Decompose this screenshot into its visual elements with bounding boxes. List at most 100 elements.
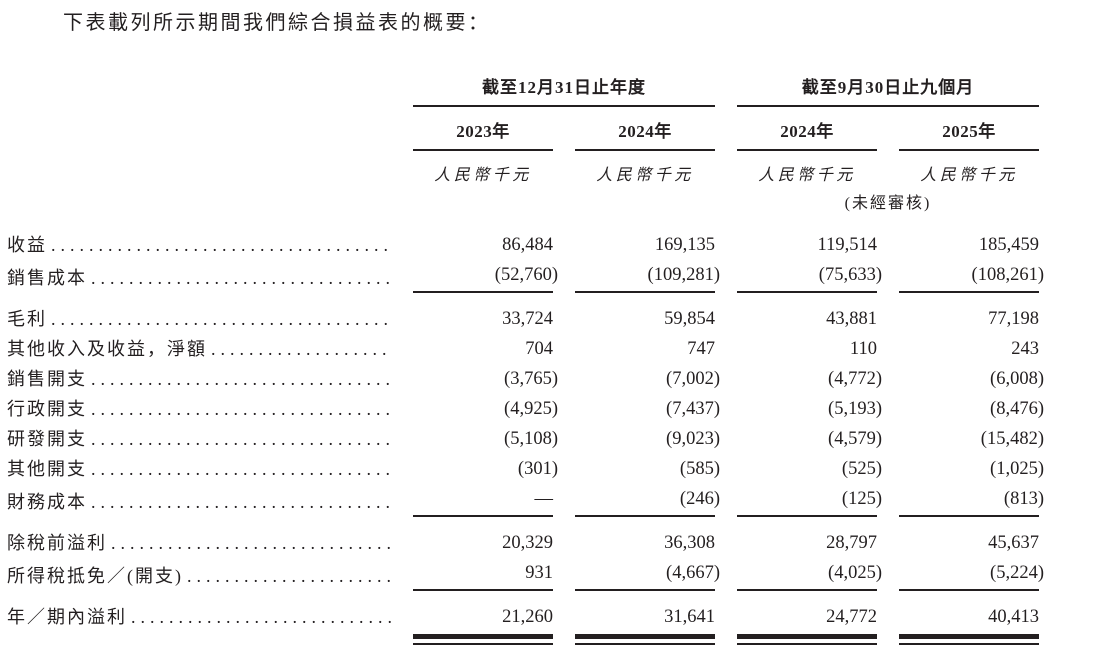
cell-value: (52,760) [413,260,558,293]
row-label-text: 毛利 [7,309,47,329]
double-rule-segment [899,634,1039,645]
cell-value-text: (125) [841,489,882,509]
cell-value: (4,667) [575,558,720,591]
cell-value: (3,765) [413,364,558,394]
row-label: 研發開支....................................… [7,424,391,454]
cell-value-text: (5,224) [990,563,1044,583]
cell-value: (109,281) [575,260,720,293]
cell-value: 185,459 [899,230,1039,260]
cell-value-text: (1,025) [990,459,1044,479]
table-row: 年／期內溢利..................................… [7,602,1039,632]
row-label: 其他開支....................................… [7,454,391,484]
column-group-year-ended-dec31: 截至12月31日止年度 [413,76,715,107]
dot-leader: ........................................… [91,399,391,419]
cell-value: (4,579) [737,424,882,454]
cell-value-text: (301) [517,459,558,479]
cell-value: (301) [413,454,558,484]
cell-value: 119,514 [737,230,877,260]
cell-value-text: (5,108) [504,429,558,449]
double-rule-segment [575,634,715,645]
table-row: 行政開支....................................… [7,394,1044,424]
cell-value: (75,633) [737,260,882,293]
unit-label: 人民幣千元 [920,167,1018,184]
row-label-text: 銷售開支 [7,369,87,389]
dot-leader: ........................................… [91,268,391,288]
cell-value: (246) [575,484,720,517]
cell-value-text: (52,760) [494,265,558,285]
cell-value: (5,108) [413,424,558,454]
cell-value: (7,437) [575,394,720,424]
cell-value-text: (4,925) [504,399,558,419]
cell-value: (4,025) [737,558,882,591]
cell-value-text: 169,135 [654,235,715,255]
cell-value-text: (15,482) [980,429,1044,449]
cell-value: 931 [413,558,553,591]
cell-value: 40,413 [899,602,1039,632]
row-label-text: 年／期內溢利 [7,607,127,627]
cell-value: 20,329 [413,528,553,558]
cell-value-text: (813) [1003,489,1044,509]
table-row: 其他收入及收益，淨額..............................… [7,334,1039,364]
cell-value-text: (6,008) [990,369,1044,389]
cell-value-text: (246) [679,489,720,509]
cell-value-text: 45,637 [988,533,1039,553]
row-label-text: 銷售成本 [7,268,87,288]
dot-leader: ........................................… [51,235,391,255]
row-label-text: 除稅前溢利 [7,533,107,553]
cell-value: (9,023) [575,424,720,454]
cell-value-text: 20,329 [502,533,553,553]
cell-value-text: (7,437) [666,399,720,419]
cell-value: 24,772 [737,602,877,632]
cell-value-text: 931 [525,563,553,583]
table-row: 除稅前溢利...................................… [7,528,1039,558]
dot-leader: ........................................… [91,369,391,389]
total-double-rule [7,634,1039,645]
cell-value-text: 43,881 [826,309,877,329]
dot-leader: ........................................… [111,533,391,553]
dot-leader: ........................................… [91,492,391,512]
cell-value-text: (4,667) [666,563,720,583]
cell-value: 36,308 [575,528,715,558]
unit-label: 人民幣千元 [434,167,532,184]
cell-value: 77,198 [899,304,1039,334]
unit-label: 人民幣千元 [596,167,694,184]
cell-value-text: 243 [1011,339,1039,359]
cell-value-text: (585) [679,459,720,479]
cell-value: (7,002) [575,364,720,394]
cell-value: 43,881 [737,304,877,334]
cell-value: (125) [737,484,882,517]
row-label: 銷售開支....................................… [7,364,391,394]
page-title: 下表載列所示期間我們綜合損益表的概要： [63,12,491,34]
cell-value-text: 40,413 [988,607,1039,627]
cell-value-text: (8,476) [990,399,1044,419]
cell-value: (525) [737,454,882,484]
cell-value-text: 21,260 [502,607,553,627]
cell-value: 169,135 [575,230,715,260]
row-label: 財務成本....................................… [7,487,391,517]
cell-value-text: — [534,489,554,509]
cell-value: — [413,484,553,517]
cell-value-text: 110 [849,339,877,359]
dot-leader: ........................................… [91,459,391,479]
cell-value: (8,476) [899,394,1044,424]
cell-value: (813) [899,484,1044,517]
row-label-text: 財務成本 [7,492,87,512]
row-label: 所得稅抵免／(開支)..............................… [7,561,391,591]
cell-value: 243 [899,334,1039,364]
cell-value-text: (4,025) [828,563,882,583]
double-rule-segment [413,634,553,645]
dot-leader: ........................................… [131,607,391,627]
cell-value: (585) [575,454,720,484]
cell-value: 704 [413,334,553,364]
cell-value: 110 [737,334,877,364]
table-row: 毛利......................................… [7,304,1039,334]
cell-value: (6,008) [899,364,1044,394]
column-header-2024-full-year: 2024年 [575,107,715,151]
cell-value-text: (7,002) [666,369,720,389]
table-row: 所得稅抵免／(開支)..............................… [7,558,1044,591]
table-row: 銷售成本....................................… [7,260,1044,293]
cell-value-text: 704 [525,339,553,359]
cell-value-text: (5,193) [828,399,882,419]
dot-leader: ........................................… [187,566,391,586]
cell-value-text: 33,724 [502,309,553,329]
